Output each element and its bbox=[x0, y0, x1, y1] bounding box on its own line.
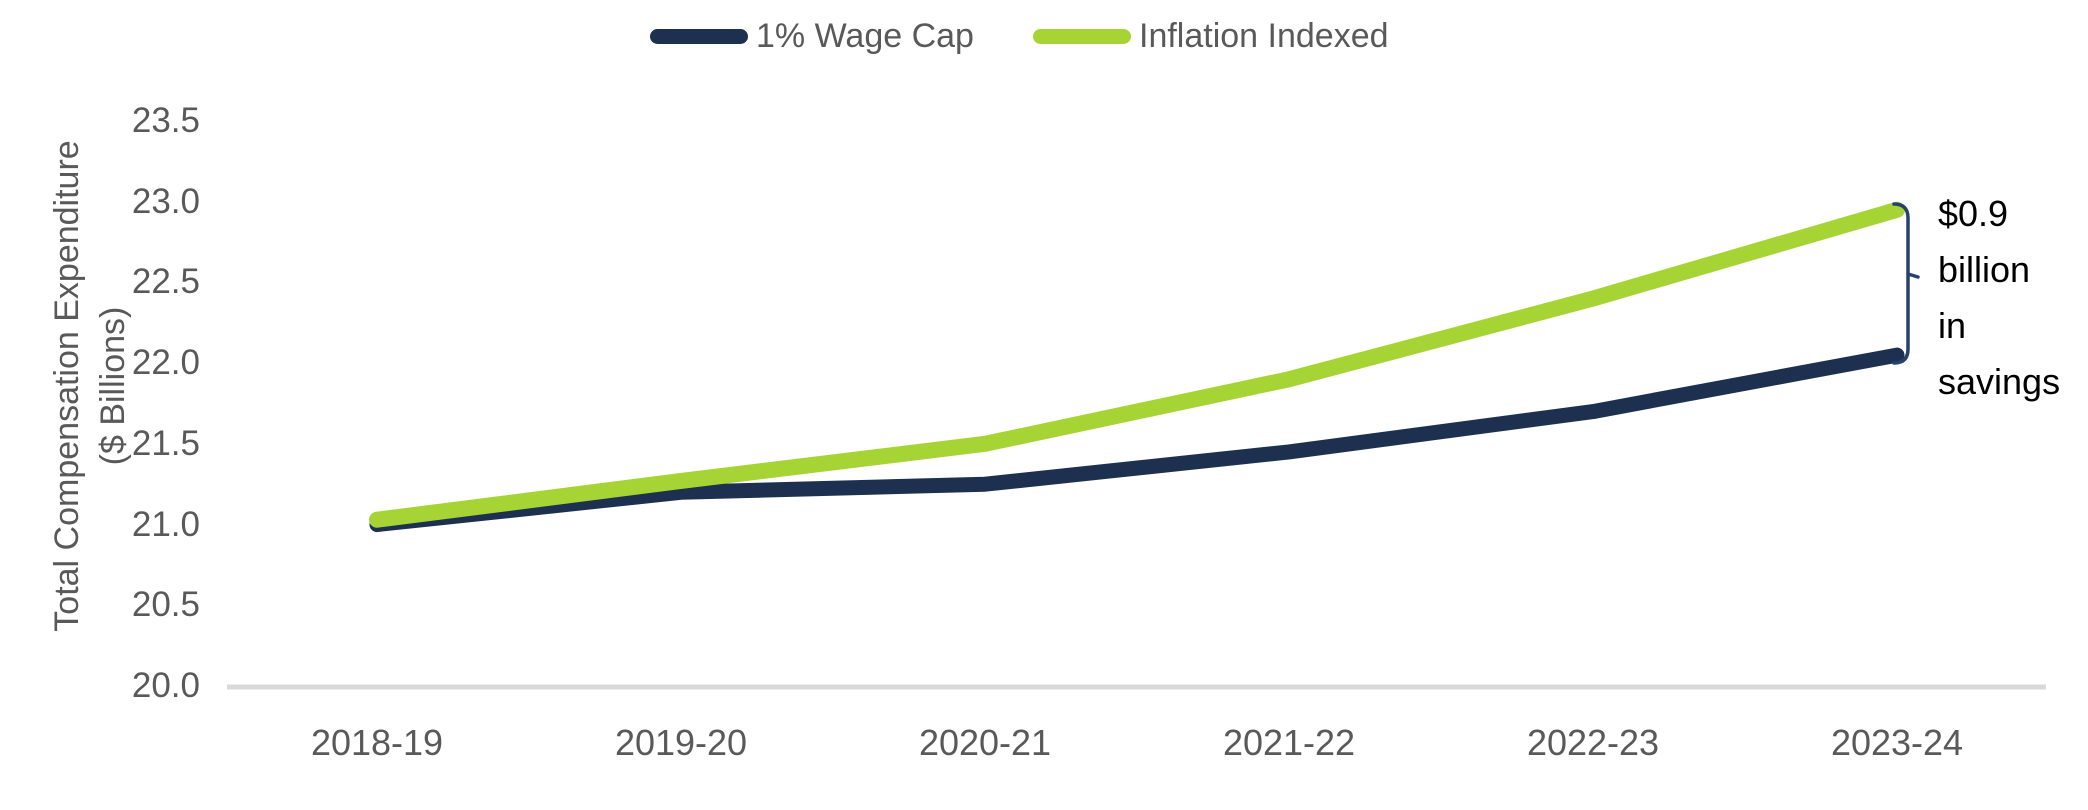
legend-label-wage-cap: 1% Wage Cap bbox=[756, 16, 974, 55]
legend-label-inflation-indexed: Inflation Indexed bbox=[1139, 16, 1389, 55]
x-tick-label: 2023-24 bbox=[1830, 722, 1964, 763]
savings-annotation-line3: in bbox=[1938, 305, 1967, 346]
legend-swatch-inflation-indexed bbox=[1033, 28, 1131, 44]
y-axis-tick-labels: 20.0 20.5 21.0 21.5 22.0 22.5 23.0 23.5 bbox=[0, 0, 200, 810]
y-tick-label: 23.0 bbox=[131, 181, 200, 221]
wage-cap-line[interactable] bbox=[369, 347, 1905, 533]
x-tick-label: 2018-19 bbox=[310, 722, 444, 763]
y-tick-label: 21.0 bbox=[131, 504, 200, 544]
inflation-indexed-line[interactable] bbox=[369, 201, 1905, 528]
x-tick-label: 2021-22 bbox=[1222, 722, 1356, 763]
x-tick-label: 2020-21 bbox=[918, 722, 1052, 763]
savings-annotation-line1: $0.9 bbox=[1938, 193, 2009, 234]
savings-annotation-line2: billion bbox=[1938, 249, 2031, 290]
y-tick-label: 22.5 bbox=[131, 262, 200, 302]
y-tick-label: 20.0 bbox=[131, 666, 200, 705]
savings-annotation-line4: savings bbox=[1938, 361, 2061, 402]
y-tick-label: 20.5 bbox=[131, 585, 200, 625]
y-tick-label: 22.0 bbox=[131, 343, 200, 383]
x-tick-label: 2022-23 bbox=[1526, 722, 1660, 763]
y-tick-label: 23.5 bbox=[131, 100, 200, 140]
y-tick-label: 21.5 bbox=[131, 423, 200, 463]
legend-swatch-wage-cap bbox=[650, 28, 748, 44]
savings-annotation: $0.9 billion in savings bbox=[1938, 186, 2060, 410]
x-tick-label: 2019-20 bbox=[614, 722, 748, 763]
savings-bracket bbox=[1892, 202, 1920, 365]
legend-item-wage-cap[interactable]: 1% Wage Cap bbox=[650, 12, 974, 60]
legend-item-inflation-indexed[interactable]: Inflation Indexed bbox=[1033, 12, 1389, 60]
